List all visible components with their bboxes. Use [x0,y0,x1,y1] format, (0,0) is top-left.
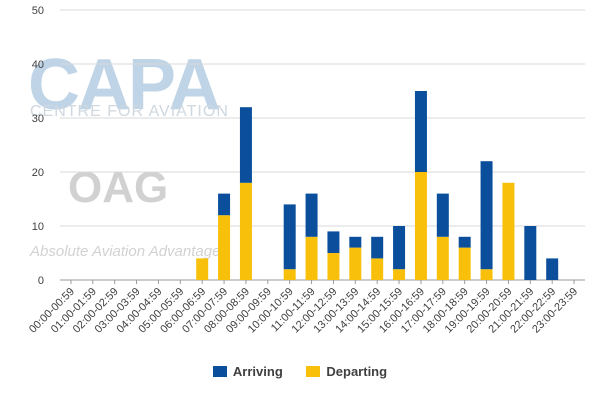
bar-arriving [283,204,296,270]
y-tick-label: 50 [32,5,44,17]
bar-arriving [393,226,406,270]
bar-arriving [218,193,231,216]
y-tick-label: 20 [32,167,44,179]
legend-swatch-departing [306,366,321,377]
bar-departing [502,182,515,280]
legend-swatch-arriving [212,366,227,377]
bar-arriving [524,226,537,280]
legend-label-arriving: Arriving [232,364,283,379]
bar-departing [305,236,318,280]
bar-departing [349,247,362,280]
chart-legend: Arriving Departing [0,364,600,380]
bar-departing [436,236,449,280]
bar-arriving [349,236,362,248]
legend-item-arriving: Arriving [212,364,283,379]
bar-arriving [458,236,471,248]
bar-arriving [305,193,318,237]
legend-item-departing: Departing [306,364,387,379]
y-tick-label: 0 [38,275,44,287]
y-tick-label: 10 [32,221,44,233]
bar-arriving [327,231,340,253]
bar-departing [371,258,384,280]
bar-arriving [436,193,449,237]
bar-arriving [480,161,493,270]
bar-departing [218,215,231,280]
bar-departing [458,247,471,280]
bar-arriving [239,107,252,183]
bar-arriving [371,236,384,259]
bar-departing [414,172,427,280]
legend-label-departing: Departing [326,364,388,379]
bar-arriving [414,91,427,172]
bar-arriving [546,258,559,280]
y-tick-label: 30 [32,113,44,125]
bar-departing [196,258,209,280]
bar-departing [393,269,406,280]
bar-departing [480,269,493,280]
bar-departing [327,253,340,280]
bar-departing [283,269,296,280]
y-tick-label: 40 [32,59,44,71]
bar-departing [239,182,252,280]
